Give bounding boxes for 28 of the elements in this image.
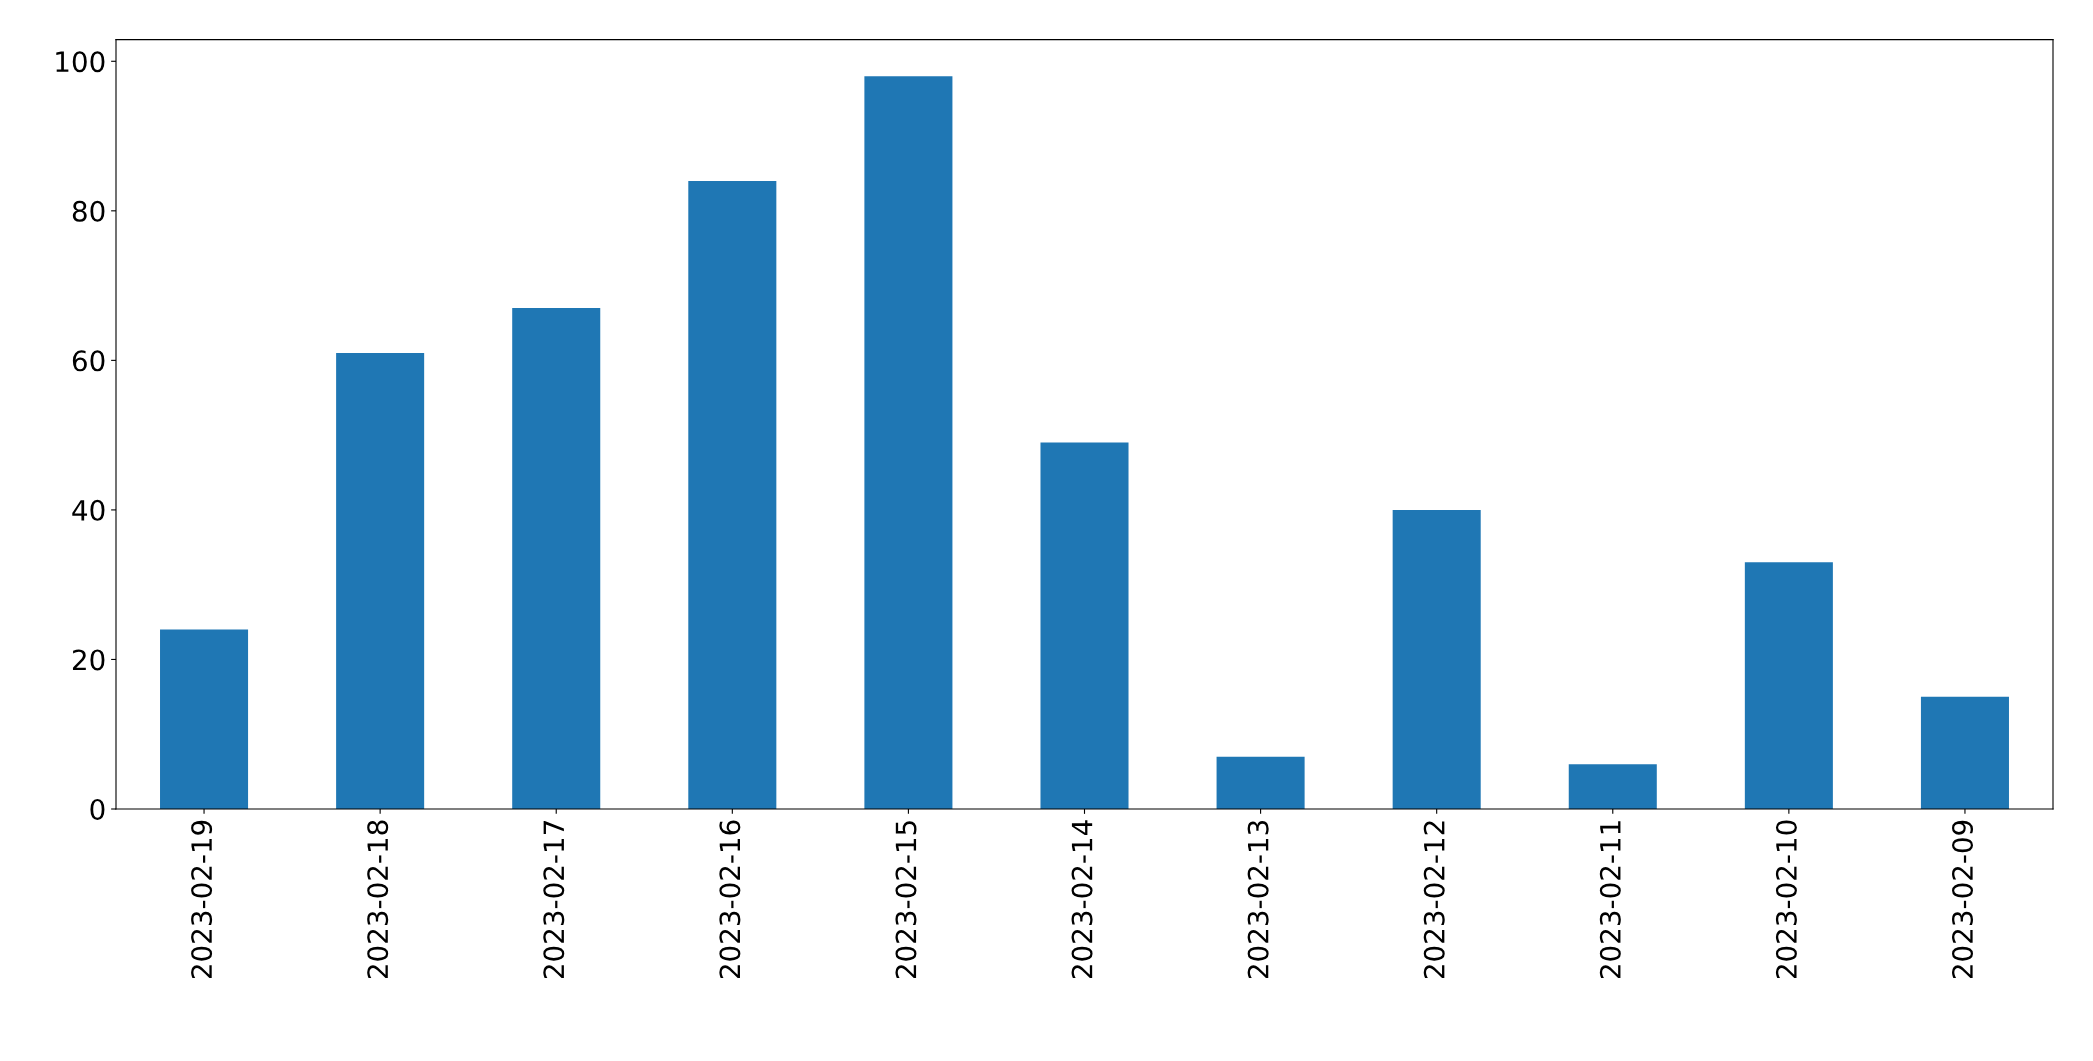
y-tick-label: 100 [56,51,105,73]
x-tick-label: 2023-02-17 [543,821,565,979]
y-tick-label: 60 [72,350,105,372]
y-tick-label: 0 [90,798,105,820]
x-tick-label: 2023-02-19 [191,820,213,979]
bar [336,352,425,809]
x-tick-label: 2023-02-15 [895,821,917,979]
x-tick-label: 2023-02-12 [1423,821,1445,979]
x-tick-label: 2023-02-11 [1599,821,1621,979]
x-tick-label: 2023-02-10 [1775,820,1797,979]
y-tick-label: 20 [72,649,105,671]
bar [1744,562,1833,809]
x-tick-label: 2023-02-14 [1071,820,1093,979]
bar [1040,442,1129,809]
bar [1392,509,1481,809]
bar [1216,756,1305,809]
bar [160,629,249,809]
x-tick-label: 2023-02-09 [1952,820,1974,979]
bar [1920,696,2009,809]
y-tick-label: 80 [72,200,105,222]
x-tick-label: 2023-02-13 [1247,820,1269,979]
bar [864,76,953,809]
y-tick-label: 40 [72,499,105,521]
bar [512,308,601,809]
x-tick-label: 2023-02-18 [367,820,389,979]
x-tick-label: 2023-02-16 [719,820,741,979]
bar [688,180,777,809]
bar [1568,764,1657,809]
